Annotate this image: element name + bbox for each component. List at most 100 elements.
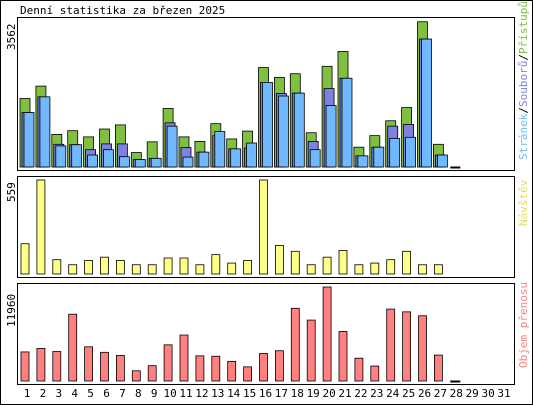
bar-hits-str-nek-day-9	[150, 157, 162, 168]
x-tick-label-day-28: 28	[450, 387, 463, 400]
bar-visits-day-24	[386, 259, 396, 275]
panel-traffic-frame	[17, 283, 515, 385]
bar-visits-day-2	[36, 179, 46, 275]
x-tick-label-day-7: 7	[119, 387, 126, 400]
bar-traffic-day-21	[338, 331, 348, 382]
x-tick-label-day-27: 27	[434, 387, 447, 400]
x-tick-label-day-24: 24	[386, 387, 400, 400]
bar-visits-day-19	[306, 264, 316, 275]
panel-visits-frame	[17, 176, 515, 278]
x-tick-label-day-17: 17	[275, 387, 288, 400]
bar-visits-day-11	[179, 257, 189, 275]
x-tick-label-day-4: 4	[71, 387, 78, 400]
bar-hits-str-nek-day-25	[405, 136, 417, 168]
bar-visits-day-10	[163, 257, 173, 275]
bar-traffic-day-3	[52, 351, 62, 382]
bar-hits-str-nek-day-22	[357, 155, 369, 168]
x-tick-label-day-9: 9	[151, 387, 158, 400]
bar-visits-day-9	[147, 264, 157, 275]
visits-legend: Návštěv	[517, 179, 530, 226]
x-tick-label-day-31: 31	[497, 387, 510, 400]
bar-traffic-day-22	[354, 357, 364, 382]
x-tick-label-day-1: 1	[24, 387, 31, 400]
bar-hits-str-nek-day-5	[87, 154, 98, 168]
bar-hits-str-nek-day-17	[277, 95, 289, 168]
bar-hits-str-nek-day-10	[166, 125, 178, 168]
bar-traffic-day-8	[131, 370, 141, 382]
bar-hits-str-nek-day-8	[134, 159, 146, 168]
x-tick-label-day-20: 20	[322, 387, 335, 400]
bar-visits-day-22	[354, 264, 364, 275]
bar-traffic-day-18	[290, 307, 300, 382]
bar-visits-day-17	[274, 245, 284, 275]
bar-traffic-day-4	[68, 313, 78, 382]
bar-hits-str-nek-day-13	[214, 131, 226, 168]
x-tick-label-day-23: 23	[370, 387, 383, 400]
x-tick-label-day-25: 25	[402, 387, 415, 400]
x-tick-label-day-19: 19	[307, 387, 320, 400]
bar-hits-str-nek-day-18	[293, 92, 305, 168]
bar-traffic-day-27	[433, 354, 443, 382]
x-tick-label-day-3: 3	[55, 387, 62, 400]
traffic-ymax-label: 11960	[5, 294, 18, 327]
x-tick-label-day-14: 14	[227, 387, 241, 400]
bar-traffic-day-6	[100, 351, 109, 382]
bar-hits-str-nek-day-24	[389, 138, 401, 168]
bar-hits-str-nek-day-16	[262, 81, 273, 168]
bar-traffic-day-11	[179, 334, 189, 382]
bar-visits-day-15	[243, 260, 253, 275]
x-tick-label-day-13: 13	[211, 387, 224, 400]
x-tick-label-day-22: 22	[354, 387, 367, 400]
x-tick-label-day-21: 21	[338, 387, 351, 400]
x-tick-label-day-26: 26	[418, 387, 431, 400]
bar-hits-str-nek-day-14	[230, 148, 242, 168]
bar-traffic-day-20	[322, 286, 332, 382]
bar-traffic-day-2	[36, 347, 46, 382]
x-axis-day-labels: 1 2 3 4 5 6 7 8 9 10 11 12 13 14 15 16 17 18 19 20 21 22 23 24 2…	[24, 387, 511, 400]
bar-traffic-day-26	[418, 315, 427, 382]
hits-ymax-label: 3562	[5, 24, 18, 51]
legend-souboru: Souborů	[517, 61, 530, 107]
bar-traffic-day-10	[163, 344, 173, 382]
bar-hits-str-nek-day-20	[325, 105, 337, 168]
bar-visits-day-23	[370, 262, 380, 275]
bar-visits-day-6	[100, 256, 109, 275]
bar-hits-str-nek-day-19	[309, 149, 321, 168]
bar-visits-day-21	[338, 250, 348, 275]
x-tick-label-day-6: 6	[103, 387, 110, 400]
bar-traffic-day-14	[227, 360, 237, 382]
x-tick-label-day-15: 15	[243, 387, 256, 400]
bar-visits-day-25	[402, 250, 412, 275]
bar-visits-day-26	[418, 264, 427, 275]
bar-visits-day-5	[84, 260, 93, 275]
bar-marks	[19, 21, 461, 383]
x-tick-label-day-12: 12	[195, 387, 208, 400]
legend-stranek: Stránek	[517, 113, 530, 160]
bar-visits-day-4	[68, 264, 78, 275]
bar-traffic-day-19	[306, 319, 316, 382]
bar-traffic-day-12	[195, 355, 205, 382]
bar-hits-str-nek-day-27	[436, 154, 448, 168]
x-tick-label-day-16: 16	[259, 387, 272, 400]
bar-traffic-day-5	[84, 346, 93, 382]
bar-visits-day-27	[433, 264, 443, 275]
x-tick-label-day-30: 30	[481, 387, 494, 400]
bar-hits-str-nek-day-2	[39, 96, 51, 168]
legend-sep-2: /	[517, 54, 530, 61]
bar-hits-str-nek-day-7	[119, 156, 130, 168]
bar-traffic-day-24	[386, 308, 396, 382]
x-tick-label-day-5: 5	[87, 387, 94, 400]
bar-visits-day-14	[227, 262, 237, 275]
x-tick-label-day-8: 8	[135, 387, 142, 400]
bar-traffic-day-17	[274, 350, 284, 382]
bar-hits-str-nek-day-21	[341, 77, 353, 168]
x-tick-label-day-2: 2	[40, 387, 47, 400]
bar-traffic-day-7	[116, 355, 125, 382]
bar-visits-day-3	[52, 259, 62, 275]
bar-hits-str-nek-day-1	[23, 112, 35, 168]
bar-visits-day-20	[322, 256, 332, 275]
legend-sep-1: /	[517, 107, 530, 114]
bar-traffic-day-13	[211, 355, 221, 382]
x-tick-label-day-11: 11	[179, 387, 192, 400]
bar-visits-day-8	[131, 264, 141, 275]
